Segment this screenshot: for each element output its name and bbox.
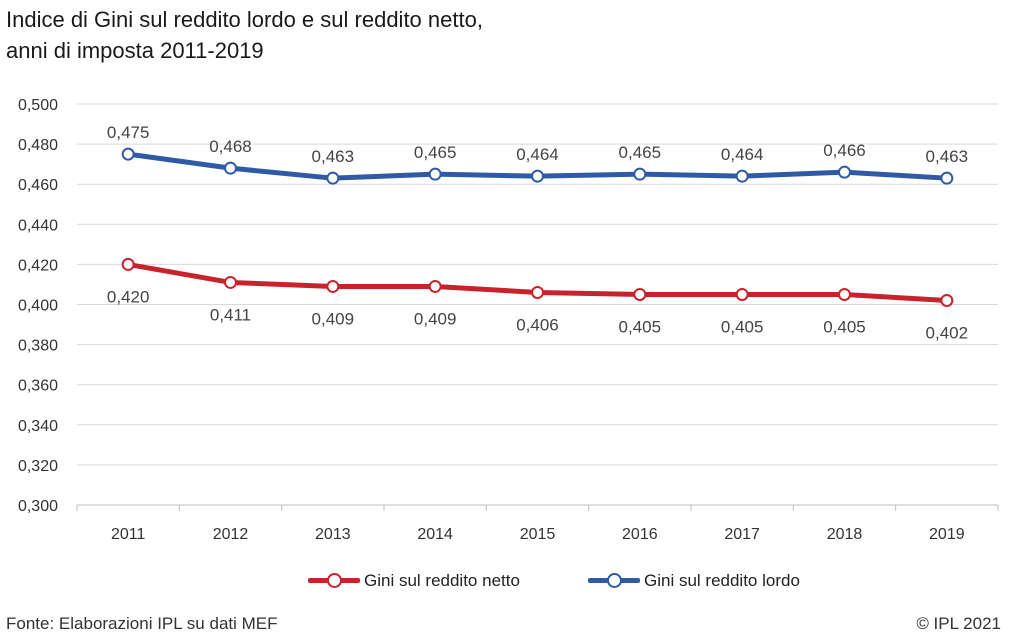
y-tick-label: 0,340 — [18, 418, 58, 435]
data-label: 0,402 — [926, 323, 969, 342]
data-point — [838, 287, 851, 301]
data-label: 0,464 — [516, 145, 559, 164]
y-tick-label: 0,380 — [18, 338, 58, 355]
data-point — [326, 279, 340, 293]
legend-swatch-netto — [308, 566, 360, 596]
legend-label-lordo: Gini sul reddito lordo — [644, 571, 800, 590]
data-point — [735, 287, 749, 301]
chart-title-line-1: Indice di Gini sul reddito lordo e sul r… — [6, 7, 483, 32]
data-point — [633, 287, 647, 301]
data-label: 0,411 — [210, 305, 251, 324]
x-tick-label: 2016 — [622, 526, 658, 543]
data-point — [326, 171, 340, 185]
source-note: Fonte: Elaborazioni IPL su dati MEF — [6, 614, 278, 633]
data-point — [940, 293, 954, 307]
y-axis-ticks: 0,500 0,480 0,460 0,440 0,420 0,400 0,380 0,360… — [18, 97, 58, 515]
gini-line-chart: 0,500 0,480 0,460 0,440 0,420 0,400 0,380 0,360… — [18, 97, 999, 543]
y-tick-label: 0,500 — [18, 97, 58, 114]
legend-marker-netto — [327, 573, 342, 588]
y-tick-label: 0,480 — [18, 137, 58, 154]
x-tick-label: 2014 — [417, 526, 453, 543]
data-label: 0,409 — [312, 309, 355, 328]
legend-item-lordo: Gini sul reddito lordo — [588, 566, 800, 596]
data-point — [735, 169, 749, 183]
data-point — [428, 167, 442, 181]
y-tick-label: 0,360 — [18, 378, 58, 395]
data-label: 0,409 — [414, 309, 457, 328]
data-label: 0,465 — [619, 143, 662, 162]
data-point — [224, 275, 237, 289]
x-tick-label: 2015 — [520, 526, 556, 543]
chart-title: Indice di Gini sul reddito lordo e sul r… — [6, 4, 483, 66]
legend-label-netto: Gini sul reddito netto — [364, 571, 520, 590]
data-point — [121, 257, 135, 271]
y-tick-label: 0,400 — [18, 298, 58, 315]
x-tick-label: 2018 — [827, 526, 863, 543]
data-point — [121, 147, 135, 161]
data-label: 0,475 — [107, 123, 150, 142]
data-label: 0,406 — [516, 315, 559, 334]
data-point — [531, 285, 544, 299]
data-label: 0,464 — [721, 145, 764, 164]
data-label: 0,466 — [823, 141, 866, 160]
data-label: 0,468 — [209, 137, 252, 156]
data-label: 0,405 — [823, 317, 866, 336]
series-lines — [121, 147, 954, 307]
y-tick-label: 0,440 — [18, 217, 58, 234]
legend-swatch-lordo — [588, 566, 640, 596]
data-point — [838, 165, 851, 179]
x-tick-label: 2019 — [929, 526, 965, 543]
y-tick-label: 0,300 — [18, 498, 58, 515]
data-point — [428, 279, 442, 293]
data-label: 0,420 — [107, 287, 150, 306]
grid-lines — [77, 103, 998, 466]
data-point — [224, 161, 237, 175]
y-tick-label: 0,420 — [18, 257, 58, 274]
data-labels: 0,420 0,411 0,409 0,409 0,406 0,405 0,405 0,405… — [107, 123, 968, 342]
y-tick-label: 0,460 — [18, 177, 58, 194]
data-point — [940, 171, 954, 185]
x-tick-label: 2017 — [724, 526, 760, 543]
x-axis: 2011 2012 2013 2014 2015 2016 2017 2018 2019 — [76, 504, 999, 543]
x-tick-label: 2013 — [315, 526, 351, 543]
y-tick-label: 0,320 — [18, 458, 58, 475]
legend: Gini sul reddito netto Gini sul reddito … — [0, 566, 1011, 596]
data-point — [531, 169, 544, 183]
x-tick-label: 2012 — [213, 526, 249, 543]
copyright-note: © IPL 2021 — [916, 614, 1001, 633]
data-label: 0,463 — [926, 147, 969, 166]
data-label: 0,405 — [721, 317, 764, 336]
data-label: 0,405 — [619, 317, 662, 336]
data-label: 0,463 — [312, 147, 355, 166]
data-point — [633, 167, 647, 181]
data-label: 0,465 — [414, 143, 457, 162]
legend-marker-lordo — [607, 573, 622, 588]
legend-item-netto: Gini sul reddito netto — [308, 566, 520, 596]
x-tick-label: 2011 — [111, 526, 146, 543]
chart-title-line-2: anni di imposta 2011-2019 — [6, 38, 264, 63]
